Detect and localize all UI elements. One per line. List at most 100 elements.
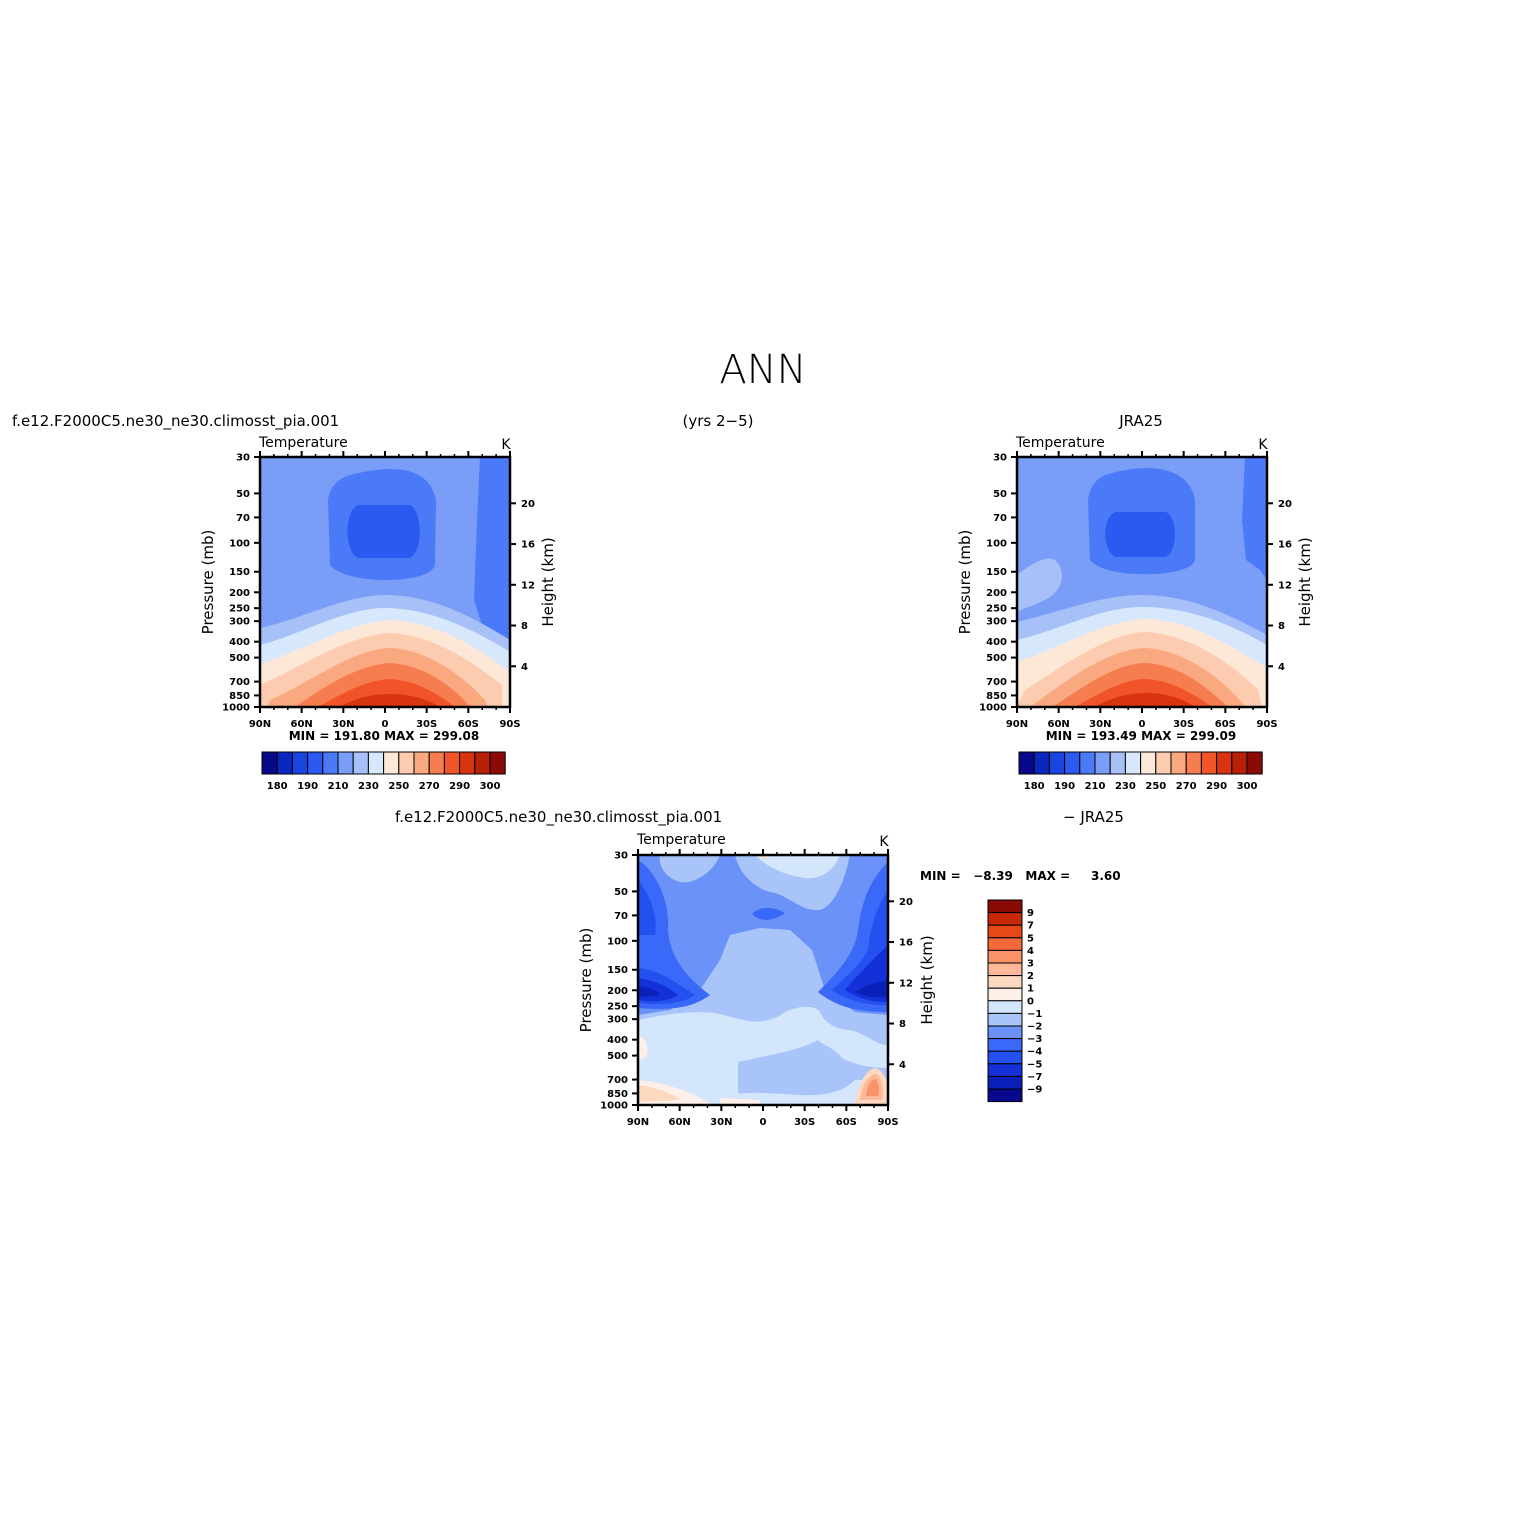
- panel-obs-subtitle: Temperature: [1015, 435, 1105, 451]
- colorbar-box: [987, 924, 1023, 939]
- colorbar-label: 290: [1206, 781, 1227, 792]
- ytick-label: 700: [986, 677, 1007, 688]
- panel-obs-stats: MIN = 193.49 MAX = 299.09: [1046, 729, 1237, 743]
- y2tick-label: 16: [899, 938, 913, 949]
- ytick-label: 300: [607, 1015, 628, 1026]
- contour-fill-top-mid-lighter: [755, 855, 840, 879]
- xtick-label: 30S: [794, 1117, 815, 1128]
- contour-fill-left-core: [638, 986, 660, 997]
- panel-obs: Temperature K 30507010015020025030040050…: [956, 435, 1314, 792]
- xtick-label: 90S: [1256, 719, 1277, 730]
- colorbar-box: [352, 751, 369, 775]
- ytick-label: 500: [607, 1051, 628, 1062]
- colorbar-label: 210: [328, 781, 349, 792]
- colorbar-label: 230: [1115, 781, 1136, 792]
- ytick-label: 250: [229, 604, 250, 615]
- y2tick-label: 8: [899, 1019, 906, 1030]
- xtick-label: 0: [1139, 719, 1146, 730]
- xtick-label: 30N: [1089, 719, 1111, 730]
- colorbar-label: 1: [1027, 984, 1034, 995]
- ytick-label: 150: [607, 965, 628, 976]
- colorbar-box: [987, 1000, 1023, 1014]
- y2tick-label: 12: [899, 978, 913, 989]
- y2tick-label: 8: [1278, 621, 1285, 632]
- y2tick-label: 20: [1278, 499, 1292, 510]
- ytick-label: 70: [993, 513, 1007, 524]
- colorbar-box: [987, 1012, 1023, 1027]
- colorbar-box: [987, 937, 1023, 951]
- contour-fill-lower-light-2: [700, 1080, 888, 1105]
- colorbar-box: [1216, 751, 1233, 775]
- panel-model-y2label: Height (km): [539, 537, 557, 626]
- colorbar-box: [1018, 751, 1035, 775]
- ytick-label: 200: [607, 986, 628, 997]
- ytick-label: 150: [986, 567, 1007, 578]
- ytick-label: 1000: [600, 1101, 628, 1112]
- panel-difference-y2label: Height (km): [918, 935, 936, 1024]
- colorbar-label: 190: [1054, 781, 1075, 792]
- colorbar-box: [383, 751, 400, 775]
- contour-fill-top-left-light: [659, 855, 720, 883]
- colorbar-label: 300: [1237, 781, 1258, 792]
- xtick-label: 90N: [1006, 719, 1028, 730]
- colorbar-box: [1064, 751, 1081, 775]
- colorbar-box: [987, 1038, 1023, 1052]
- xtick-label: 60N: [669, 1117, 691, 1128]
- xtick-label: 60S: [836, 1117, 857, 1128]
- y2tick-label: 12: [521, 580, 535, 591]
- ytick-label: 500: [986, 653, 1007, 664]
- colorbar-box: [307, 751, 324, 775]
- header-right: JRA25: [1118, 412, 1163, 430]
- contour-fill-left-outer: [638, 860, 710, 1009]
- diff-header-right: − JRA25: [1063, 808, 1124, 826]
- main-title: ANN: [719, 347, 806, 393]
- panel-difference: Temperature K: [577, 832, 1121, 1128]
- colorbar-label: −2: [1027, 1022, 1042, 1033]
- colorbar-label: −7: [1027, 1072, 1042, 1083]
- panel-model-contours: [260, 457, 510, 707]
- colorbar-label: 250: [388, 781, 409, 792]
- xtick-label: 90N: [627, 1117, 649, 1128]
- colorbar-box: [1170, 751, 1187, 775]
- colorbar-box: [1033, 751, 1050, 775]
- colorbar-label: 270: [1176, 781, 1197, 792]
- panel-obs-units: K: [1258, 437, 1268, 453]
- colorbar-box: [987, 1088, 1023, 1103]
- colorbar-box: [1048, 751, 1066, 775]
- y2tick-label: 4: [899, 1060, 906, 1071]
- ytick-label: 30: [236, 453, 250, 464]
- xtick-label: 90S: [877, 1117, 898, 1128]
- contour-fill-bottom-warm-2: [638, 1085, 680, 1102]
- y2tick-label: 4: [1278, 662, 1285, 673]
- ytick-label: 70: [236, 513, 250, 524]
- y2tick-label: 8: [521, 621, 528, 632]
- ytick-label: 850: [607, 1089, 628, 1100]
- xtick-label: 30S: [1173, 719, 1194, 730]
- colorbar-label: 7: [1027, 921, 1034, 932]
- panel-model-ylabel: Pressure (mb): [199, 530, 217, 635]
- colorbar-label: 3: [1027, 959, 1034, 970]
- ytick-label: 400: [607, 1035, 628, 1046]
- colorbar-box: [1246, 751, 1263, 775]
- panel-difference-subtitle: Temperature: [636, 832, 726, 848]
- ytick-label: 50: [236, 489, 250, 500]
- ytick-label: 400: [986, 637, 1007, 648]
- panel-model: Temperature K 30507010015020025030040050…: [199, 435, 557, 792]
- y2tick-label: 20: [899, 897, 913, 908]
- colorbar-label: 5: [1027, 933, 1034, 944]
- colorbar-label: −3: [1027, 1034, 1042, 1045]
- panel-obs-y2label: Height (km): [1296, 537, 1314, 626]
- colorbar-label: 250: [1145, 781, 1166, 792]
- panel-difference-contours: [638, 855, 888, 1105]
- colorbar-box: [987, 962, 1023, 977]
- colorbar-box: [987, 1025, 1023, 1040]
- ytick-label: 70: [614, 911, 628, 922]
- ytick-label: 300: [229, 617, 250, 628]
- ytick-label: 500: [229, 653, 250, 664]
- ytick-label: 250: [607, 1002, 628, 1013]
- xtick-label: 60S: [458, 719, 479, 730]
- colorbar-box: [489, 751, 506, 775]
- colorbar-box: [1231, 751, 1248, 775]
- ytick-label: 200: [986, 588, 1007, 599]
